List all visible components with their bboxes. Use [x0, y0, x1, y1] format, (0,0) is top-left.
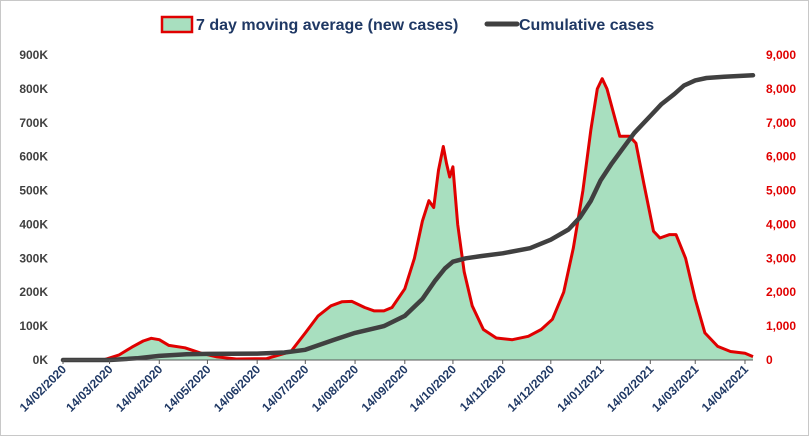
x-axis-tick-label: 14/09/2020	[359, 362, 412, 415]
right-axis-tick-label: 1,000	[766, 319, 796, 333]
left-axis-tick-label: 900K	[19, 48, 48, 62]
left-axis-tick-label: 400K	[19, 217, 48, 231]
x-axis: 14/02/202014/03/202014/04/202014/05/2020…	[17, 359, 753, 415]
moving-average-area	[63, 78, 753, 360]
x-axis-tick-label: 14/10/2020	[407, 362, 460, 415]
left-axis: 0K 100K 200K 300K 400K 500K 600K 700K 800K 900K	[19, 48, 48, 367]
right-axis-tick-label: 2,000	[766, 285, 796, 299]
right-axis-tick-label: 0	[766, 353, 773, 367]
legend-label-cumulative: Cumulative cases	[519, 17, 654, 34]
right-axis-tick-label: 7,000	[766, 116, 796, 130]
x-axis-tick-label: 14/12/2020	[505, 362, 558, 415]
x-axis-tick-label: 14/05/2020	[161, 362, 214, 415]
right-axis: 0 1,000 2,000 3,000 4,000 5,000 6,000 7,000 8,00…	[766, 48, 796, 367]
left-axis-tick-label: 800K	[19, 82, 48, 96]
cumulative-cases-line	[60, 73, 756, 363]
moving-average-line	[63, 77, 754, 362]
x-axis-tick-label: 14/11/2020	[457, 362, 509, 414]
x-axis-tick-label: 14/02/2020	[17, 362, 70, 415]
left-axis-tick-label: 700K	[19, 116, 48, 130]
left-axis-tick-label: 500K	[19, 184, 48, 198]
x-axis-tick-label: 14/02/2021	[604, 362, 657, 415]
x-axis-tick-label: 14/04/2020	[113, 362, 166, 415]
left-axis-tick-label: 100K	[19, 319, 48, 333]
left-axis-tick-label: 200K	[19, 285, 48, 299]
right-axis-tick-label: 8,000	[766, 82, 796, 96]
x-axis-tick-label: 14/07/2020	[259, 362, 312, 415]
left-axis-tick-label: 0K	[33, 353, 49, 367]
x-axis-tick-label: 14/03/2021	[649, 362, 702, 415]
legend-swatch-moving-average	[160, 15, 194, 34]
legend-label-moving-average: 7 day moving average (new cases)	[196, 17, 458, 34]
x-axis-tick-label: 14/08/2020	[309, 362, 362, 415]
x-axis-tick-label: 14/03/2020	[63, 362, 116, 415]
right-axis-tick-label: 5,000	[766, 184, 796, 198]
right-axis-tick-label: 9,000	[766, 48, 796, 62]
legend: 7 day moving average (new cases) Cumulat…	[160, 15, 654, 34]
plot-area	[60, 73, 756, 363]
right-axis-tick-label: 4,000	[766, 217, 796, 231]
right-axis-tick-label: 6,000	[766, 150, 796, 164]
x-axis-tick-label: 14/01/2021	[554, 362, 607, 415]
left-axis-tick-label: 600K	[19, 150, 48, 164]
left-axis-tick-label: 300K	[19, 251, 48, 265]
x-axis-tick-label: 14/06/2020	[211, 362, 264, 415]
x-axis-tick-label: 14/04/2021	[699, 362, 752, 415]
right-axis-tick-label: 3,000	[766, 251, 796, 265]
